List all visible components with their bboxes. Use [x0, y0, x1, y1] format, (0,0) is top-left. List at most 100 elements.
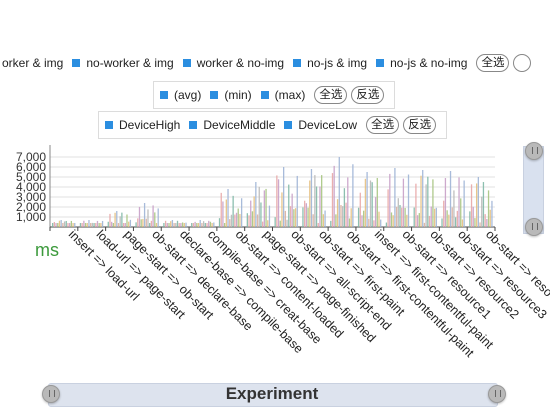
bar	[420, 175, 422, 227]
y-tick-label: 3,000	[16, 190, 46, 204]
bar	[204, 223, 206, 227]
bar	[456, 210, 458, 227]
bar	[294, 208, 297, 227]
bar	[321, 175, 323, 227]
bar	[268, 205, 271, 227]
bar	[101, 220, 104, 227]
stat-legend-item[interactable]: (max)	[260, 88, 305, 102]
bar	[378, 211, 380, 227]
stat-select-all-button[interactable]: 全选	[314, 86, 348, 104]
bar	[237, 208, 239, 227]
bar	[394, 168, 396, 227]
legend-label: orker & img	[2, 56, 64, 70]
device-invert-button[interactable]: 反选	[403, 116, 437, 134]
group-invert-button[interactable]	[513, 54, 532, 72]
bar	[171, 220, 174, 227]
bar	[180, 223, 182, 227]
bar	[304, 200, 306, 227]
legend-marker-icon	[376, 59, 385, 67]
legend-marker-icon	[182, 59, 191, 67]
legend-label: worker & no-img	[196, 56, 285, 70]
bar	[142, 218, 144, 227]
bar	[138, 206, 141, 227]
x-zoom-handle-right[interactable]	[488, 385, 506, 403]
bar	[482, 182, 485, 227]
bar	[401, 207, 403, 227]
y-zoom-handle-bottom[interactable]	[525, 218, 543, 236]
legend-label: DeviceLow	[298, 118, 358, 132]
bar	[175, 223, 177, 227]
bar	[309, 180, 311, 227]
group-legend-item[interactable]: orker & img	[0, 56, 63, 70]
device-legend-item[interactable]: DeviceLow	[284, 118, 357, 132]
bar	[274, 217, 276, 227]
bar	[472, 206, 474, 227]
device-select-all-button[interactable]: 全选	[366, 116, 400, 134]
bar	[399, 205, 401, 227]
bar	[413, 207, 415, 227]
bar	[342, 206, 344, 227]
bar	[67, 223, 69, 227]
bar	[454, 217, 457, 227]
bar	[129, 219, 132, 227]
bar	[319, 186, 321, 227]
bar	[246, 213, 248, 227]
bar	[276, 175, 278, 227]
bar	[112, 223, 115, 227]
device-legend-item[interactable]: DeviceMiddle	[189, 118, 275, 132]
bar	[93, 223, 95, 227]
bar	[402, 178, 405, 227]
bar	[211, 223, 213, 227]
legend-label: DeviceMiddle	[203, 118, 276, 132]
bar	[63, 221, 66, 227]
bar	[84, 223, 87, 227]
group-legend-item[interactable]: no-js & no-img	[376, 56, 467, 70]
bar	[232, 195, 234, 227]
bar	[369, 180, 372, 227]
bar	[194, 221, 196, 227]
bar	[310, 169, 313, 227]
y-tick-label: 5,000	[16, 170, 46, 184]
bar	[164, 220, 167, 227]
stat-invert-button[interactable]: 反选	[351, 86, 385, 104]
bar	[347, 177, 349, 227]
bar	[284, 210, 287, 227]
bar	[286, 219, 288, 227]
y-zoom-handle-top[interactable]	[525, 142, 543, 160]
bar	[250, 200, 252, 227]
bar	[124, 223, 126, 227]
device-legend-item[interactable]: DeviceHigh	[105, 118, 180, 132]
group-legend-item[interactable]: no-worker & img	[72, 56, 174, 70]
bar	[256, 214, 259, 227]
bar	[418, 213, 420, 227]
bar	[277, 179, 280, 227]
bar	[126, 214, 128, 227]
group-legend-item[interactable]: worker & no-img	[182, 56, 285, 70]
bar	[357, 207, 360, 227]
bar	[307, 207, 309, 227]
bar	[390, 212, 393, 227]
bar	[338, 157, 340, 227]
legend-marker-icon	[260, 91, 269, 99]
bar	[363, 210, 365, 227]
bar	[425, 184, 427, 227]
bar	[443, 200, 445, 227]
bar	[376, 177, 378, 227]
group-legend-item[interactable]: no-js & img	[293, 56, 367, 70]
bar	[209, 221, 212, 227]
bar	[52, 223, 54, 227]
bar	[389, 173, 391, 227]
x-zoom-handle-left[interactable]	[42, 385, 60, 403]
bar	[69, 223, 71, 227]
stat-legend-item[interactable]: (avg)	[160, 88, 201, 102]
bar	[449, 171, 452, 227]
x-zoom-slider[interactable]	[48, 383, 498, 407]
stat-legend-item[interactable]: (min)	[210, 88, 252, 102]
bar	[484, 214, 486, 227]
bar	[489, 209, 491, 227]
bar	[248, 215, 250, 227]
bar	[230, 214, 233, 227]
group-select-all-button[interactable]: 全选	[476, 54, 510, 72]
bar	[387, 189, 389, 227]
legend-marker-icon	[160, 91, 168, 99]
